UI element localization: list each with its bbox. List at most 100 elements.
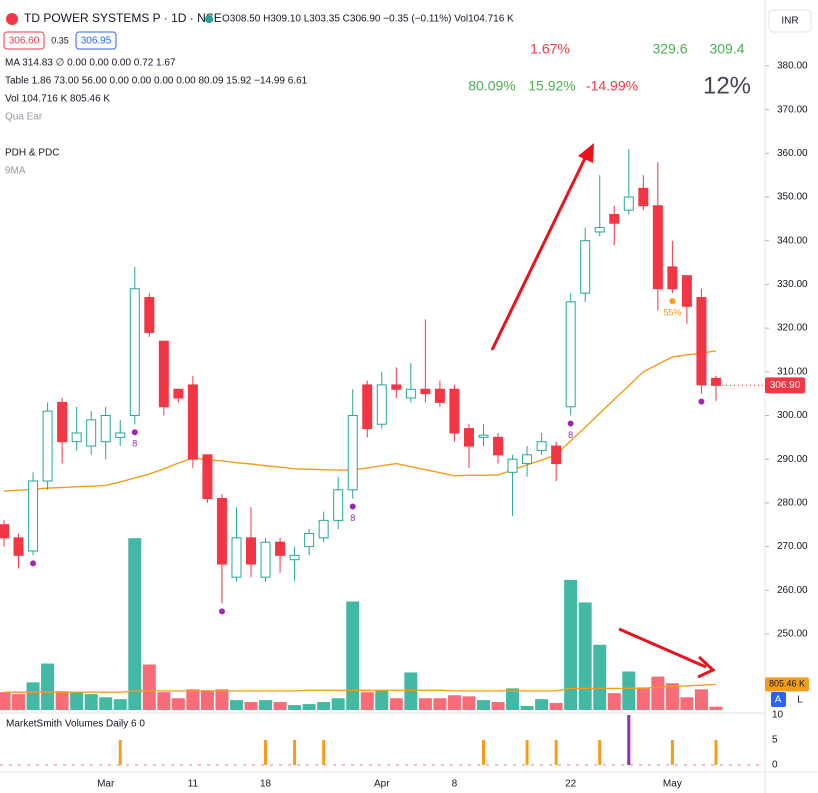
indicator-legend: 9MA (5, 166, 26, 177)
currency: INR (781, 16, 798, 27)
candle-body (129, 288, 140, 416)
signal-dot (131, 429, 138, 436)
candle-body (71, 432, 82, 443)
moving-average (3, 350, 717, 492)
candle-body (638, 187, 649, 207)
signal-dot (30, 560, 37, 567)
candle-body (391, 384, 402, 390)
candle-body (216, 498, 227, 565)
lower-bar (598, 740, 602, 765)
volume-bar (128, 538, 142, 710)
volume-bar (273, 702, 287, 710)
candle-body (696, 297, 707, 386)
lower-bar (293, 740, 297, 765)
volume-bar (171, 698, 185, 710)
volume-bar (317, 702, 331, 710)
x-tick-label: 11 (188, 779, 199, 790)
lower-tick-label: 0 (772, 760, 778, 771)
lower-tick-label: 5 (772, 735, 778, 746)
volume-bar (549, 703, 563, 710)
volume-bar (99, 697, 113, 710)
volume-bar (113, 699, 127, 710)
candle-body (522, 454, 533, 465)
volume-bar (12, 694, 26, 710)
signal-dot (669, 298, 676, 305)
candle-body (202, 454, 213, 500)
indicator-legend: Vol 104.716 K 805.46 K (5, 94, 110, 105)
y-tick-label: 270.00 (777, 541, 808, 552)
ohlc: O308.50 H309.10 L303.35 C306.90 −0.35 (−… (222, 14, 514, 25)
volume-bar (564, 579, 578, 710)
volume-bar (0, 692, 11, 710)
annotation: 329.6 (652, 41, 687, 57)
candle-body (57, 401, 68, 443)
volume-bar (491, 702, 505, 710)
indicator-legend: Table 1.86 73.00 56.00 0.00 0.00 0.00 0.… (5, 76, 308, 87)
x-tick-label: Mar (97, 779, 115, 790)
volume-bar (70, 692, 84, 710)
indicator-legend: PDH & PDC (5, 148, 59, 159)
arrow-head (578, 143, 594, 163)
candle-body (376, 384, 387, 425)
y-tick-label: 360.00 (777, 148, 808, 159)
volume-bar (694, 689, 708, 710)
x-tick-label: Apr (374, 779, 390, 790)
arrows (490, 143, 716, 679)
spread: 0.35 (51, 35, 69, 45)
auto-icon: A (775, 695, 782, 706)
status-dot (205, 15, 213, 23)
y-tick-label: 300.00 (777, 410, 808, 421)
candle-body (580, 240, 591, 294)
candle-body (13, 537, 24, 556)
y-tick-label: 380.00 (777, 61, 808, 72)
lower-bar (525, 740, 529, 765)
volume-bar (302, 704, 316, 710)
volume-bar (288, 705, 302, 710)
candle-body (333, 489, 344, 521)
signal-label: 8 (132, 439, 137, 449)
volume-bar (651, 676, 665, 710)
signal-dot (218, 608, 225, 615)
currency-button[interactable] (768, 9, 812, 33)
volume-bar (84, 694, 98, 710)
signal-dot (349, 503, 356, 510)
volume-bar (26, 682, 40, 710)
y-tick-label: 370.00 (777, 104, 808, 115)
arrow-head (697, 655, 716, 679)
candle-body (434, 388, 445, 403)
volume-bar (331, 698, 345, 710)
volume-bar (476, 700, 490, 710)
volume-ma-label: 805.46 K (769, 679, 805, 689)
candle-body (304, 532, 315, 548)
last-price-label: 306.90 (770, 380, 801, 391)
arrow (618, 627, 707, 669)
bid-box[interactable] (3, 31, 45, 50)
volume-bar (665, 683, 679, 710)
candle-body (275, 541, 286, 556)
volume-bar (404, 672, 418, 710)
lower-bar (322, 740, 326, 765)
candle-body (536, 441, 547, 451)
volume-bar (622, 671, 636, 710)
auto-button[interactable] (771, 692, 786, 707)
volume-bar (433, 698, 447, 710)
candle-body (86, 419, 97, 447)
bid: 306.60 (9, 36, 40, 47)
symbol: TD POWER SYSTEMS P · 1D · NSE (24, 11, 222, 25)
volume-bar (360, 692, 374, 710)
y-tick-label: 280.00 (777, 498, 808, 509)
volume-bar (55, 691, 69, 710)
volume-bar (607, 693, 621, 710)
volume-bar (520, 706, 534, 710)
volume-bar (389, 698, 403, 710)
y-tick-label: 320.00 (777, 323, 808, 334)
candle-body (551, 445, 562, 465)
lower-bar (714, 740, 718, 765)
ask-box[interactable] (75, 31, 117, 50)
volume-bar (41, 663, 55, 710)
volume-bar (506, 688, 520, 710)
volume-bar (462, 696, 476, 710)
lower-bar (264, 740, 268, 765)
candle-body (594, 227, 605, 233)
candle-body (478, 434, 489, 438)
